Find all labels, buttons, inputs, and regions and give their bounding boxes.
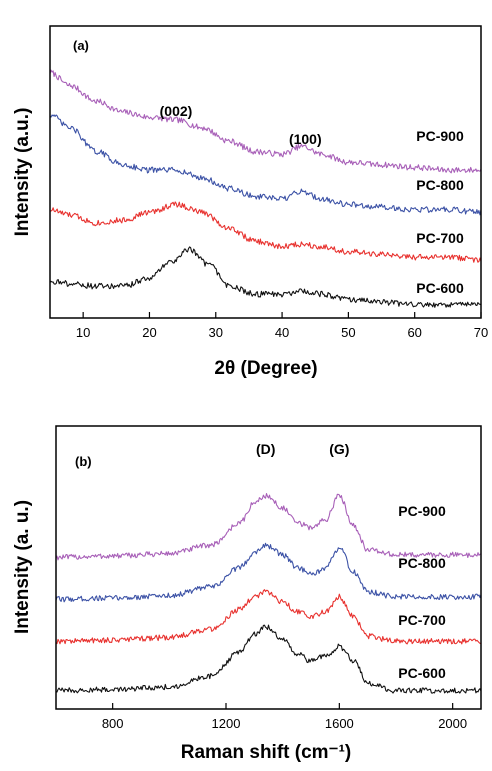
- panel-a-y-axis-title: Intensity (a.u.): [12, 108, 33, 237]
- panel-a-label: (a): [73, 38, 89, 53]
- panel-a-series: [49, 69, 482, 308]
- x-tick-label: 60: [407, 325, 421, 340]
- x-tick-label: 20: [142, 325, 156, 340]
- panel-a-x-axis-title: 2θ (Degree): [214, 358, 317, 379]
- series-line-pc-900: [49, 69, 482, 174]
- panel-a-frame: [49, 25, 482, 319]
- x-tick-label: 1600: [325, 716, 354, 731]
- x-tick-label: 1200: [212, 716, 241, 731]
- panel-b-frame: [55, 425, 482, 710]
- series-label-pc-900: PC-900: [398, 503, 446, 519]
- panel-b-series: [55, 492, 482, 694]
- peak-label: (G): [329, 441, 349, 457]
- series-line-pc-800: [55, 542, 482, 603]
- x-tick-label: 10: [76, 325, 90, 340]
- panel-b-ticks: 800 1200 1600 2000: [102, 703, 467, 731]
- series-line-pc-900: [55, 492, 481, 561]
- series-label-pc-800: PC-800: [398, 555, 446, 571]
- x-tick-label: 800: [102, 716, 124, 731]
- panel-a-ticks: 10 20 30 40 50 60 70: [76, 312, 488, 340]
- series-label-pc-700: PC-700: [416, 230, 464, 246]
- panel-b-series-labels: PC-900 PC-800 PC-700 PC-600: [398, 503, 446, 681]
- x-tick-label: 50: [341, 325, 355, 340]
- panel-a-series-labels: PC-900 PC-800 PC-700 PC-600: [416, 128, 464, 296]
- panel-b-x-axis-title: Raman shift (cm⁻¹): [181, 742, 352, 763]
- peak-label: (100): [289, 131, 322, 147]
- series-label-pc-900: PC-900: [416, 128, 464, 144]
- panel-b-y-axis-title: Intensity (a. u.): [12, 500, 33, 634]
- series-line-pc-700: [55, 589, 482, 645]
- series-line-pc-700: [49, 201, 482, 263]
- peak-label: (D): [256, 441, 275, 457]
- peak-label: (002): [160, 103, 193, 119]
- series-line-pc-800: [49, 114, 482, 216]
- series-label-pc-800: PC-800: [416, 177, 464, 193]
- panel-a-peak-labels: (002) (100): [160, 103, 322, 147]
- series-label-pc-700: PC-700: [398, 612, 446, 628]
- x-tick-label: 40: [275, 325, 289, 340]
- panel-b-label: (b): [75, 454, 92, 469]
- x-tick-label: 70: [474, 325, 488, 340]
- panel-b-peak-labels: (D) (G): [256, 441, 349, 457]
- series-line-pc-600: [49, 246, 482, 308]
- panel-a-xrd: 10 20 30 40 50 60 70 (a) (002) (100) PC-900 PC-8…: [12, 25, 488, 379]
- x-tick-label: 2000: [438, 716, 467, 731]
- series-label-pc-600: PC-600: [398, 665, 446, 681]
- x-tick-label: 30: [209, 325, 223, 340]
- series-line-pc-600: [55, 624, 482, 694]
- panel-b-raman: 800 1200 1600 2000 (b) (D) (G) PC-900PC-800P…: [12, 425, 482, 763]
- series-label-pc-600: PC-600: [416, 280, 464, 296]
